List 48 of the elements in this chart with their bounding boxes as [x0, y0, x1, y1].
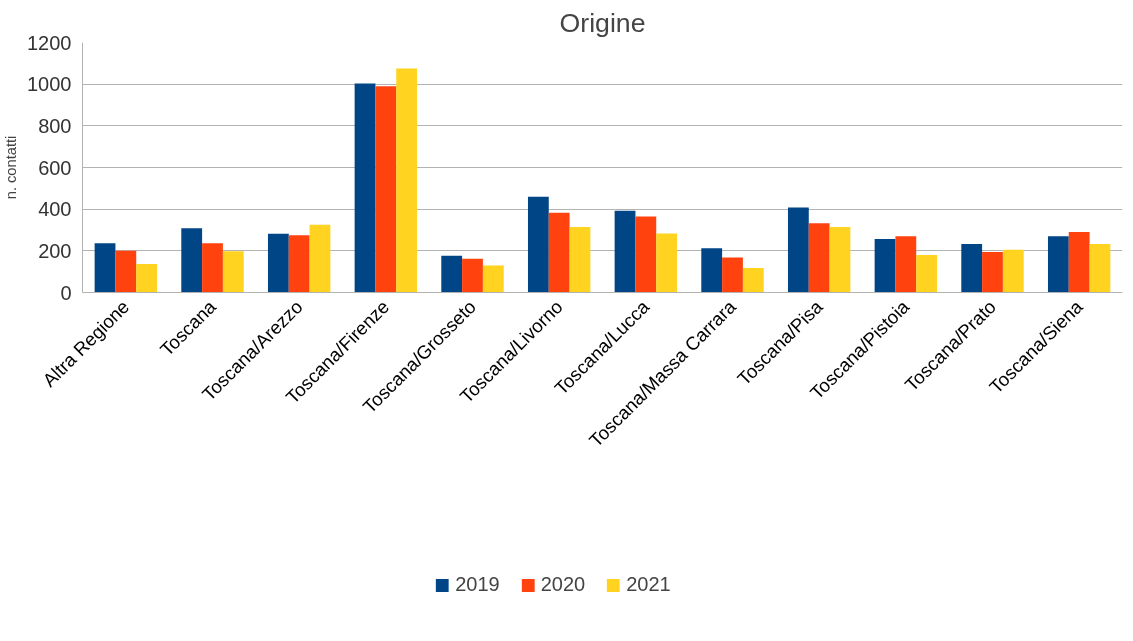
bar	[722, 257, 743, 293]
bar	[895, 236, 917, 293]
bar	[916, 255, 938, 293]
bar	[874, 238, 896, 293]
bar	[982, 251, 1003, 293]
bar	[181, 228, 203, 293]
bar	[441, 255, 463, 293]
chart-title: Origine	[559, 7, 646, 38]
bar	[656, 233, 678, 293]
y-tick-label: 200	[38, 239, 72, 262]
bar	[222, 251, 244, 293]
y-tick-label: 800	[38, 114, 72, 137]
bar	[829, 226, 851, 293]
bar	[961, 243, 983, 293]
bar	[1089, 243, 1111, 293]
bar	[1002, 249, 1024, 293]
legend-label: 2019	[455, 573, 500, 596]
bar	[396, 68, 418, 293]
bar	[94, 243, 116, 293]
legend-label: 2021	[626, 573, 671, 596]
bar	[115, 250, 137, 293]
bar	[354, 83, 376, 293]
bar	[375, 86, 397, 293]
bar	[267, 233, 289, 293]
bar	[1068, 232, 1090, 293]
y-tick-label: 0	[60, 281, 72, 304]
y-tick-label: 600	[38, 156, 72, 179]
bar	[309, 224, 331, 293]
bar	[742, 267, 764, 293]
bar	[808, 223, 830, 293]
bar	[548, 212, 570, 293]
bar	[482, 265, 504, 293]
bar	[569, 226, 591, 293]
y-tick-label: 400	[38, 198, 72, 221]
y-tick-label: 1200	[27, 31, 72, 54]
bar	[202, 243, 223, 293]
bar	[462, 258, 483, 293]
bar	[787, 207, 809, 293]
bar	[635, 216, 657, 293]
bar	[701, 248, 723, 293]
bar	[614, 210, 636, 293]
bar	[527, 196, 549, 293]
y-tick-label: 1000	[27, 73, 72, 96]
legend-label: 2020	[540, 573, 586, 596]
bar	[136, 263, 158, 293]
y-axis-title: n. contatti	[3, 135, 20, 200]
bar	[1047, 236, 1069, 293]
bar	[288, 235, 310, 293]
